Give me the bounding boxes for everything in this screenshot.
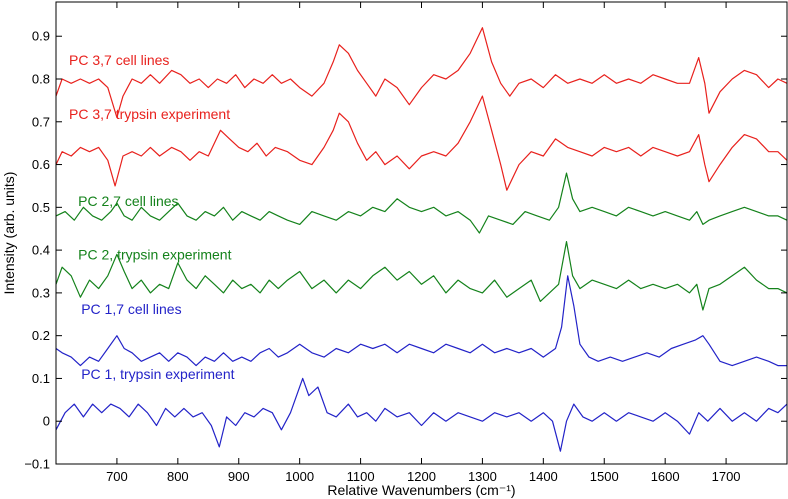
y-tick-label: 0.1 bbox=[32, 371, 50, 386]
x-tick-label: 1700 bbox=[712, 469, 741, 484]
x-tick-label: 1500 bbox=[590, 469, 619, 484]
x-tick-label: 1600 bbox=[651, 469, 680, 484]
y-tick-label: 0.9 bbox=[32, 29, 50, 44]
series-label-2: PC 3,7 trypsin experiment bbox=[69, 106, 230, 122]
series-layer bbox=[55, 27, 788, 452]
x-tick-label: 1000 bbox=[285, 469, 314, 484]
series-line-5 bbox=[55, 275, 787, 367]
y-tick-label: 0.2 bbox=[32, 328, 50, 343]
series-label-6: PC 1, trypsin experiment bbox=[81, 366, 234, 382]
y-tick-label: 0.3 bbox=[32, 285, 50, 300]
series-label-4: PC 2, trypsin experiment bbox=[78, 246, 231, 262]
x-tick-label: 1400 bbox=[529, 469, 558, 484]
series-label-5: PC 1,7 cell lines bbox=[81, 301, 181, 317]
x-tick-label: 1100 bbox=[347, 469, 375, 484]
x-axis-label: Relative Wavenumbers (cm⁻¹) bbox=[327, 482, 515, 498]
x-tick-label: 1300 bbox=[468, 469, 497, 484]
series-label-3: PC 2,7 cell lines bbox=[78, 193, 178, 209]
series-label-1: PC 3,7 cell lines bbox=[69, 52, 169, 68]
series-line-1 bbox=[55, 27, 788, 119]
x-tick-label: 800 bbox=[167, 469, 189, 484]
x-tick-label: 900 bbox=[228, 469, 250, 484]
y-tick-label: 0.7 bbox=[32, 114, 50, 129]
series-line-2 bbox=[55, 95, 788, 191]
series-line-6 bbox=[55, 377, 788, 452]
series-line-3 bbox=[55, 172, 788, 234]
x-tick-label: 700 bbox=[106, 469, 128, 484]
axis-ticks: 700 800 900 1000 1100 1200 1300 1400 1500 1600 170… bbox=[24, 2, 787, 484]
y-tick-label: −0.1 bbox=[24, 457, 50, 472]
x-tick-label: 1200 bbox=[407, 469, 436, 484]
series-label-layer: PC 3,7 cell lines PC 3,7 trypsin experime… bbox=[69, 52, 235, 382]
y-tick-label: 0 bbox=[43, 414, 50, 429]
series-line-4 bbox=[55, 241, 788, 311]
y-tick-label: 0.4 bbox=[32, 243, 50, 258]
y-axis-label: Intensity (arb. units) bbox=[1, 172, 17, 295]
y-tick-label: 0.6 bbox=[32, 157, 50, 172]
y-tick-label: 0.5 bbox=[32, 200, 50, 215]
y-tick-label: 0.8 bbox=[32, 72, 50, 87]
